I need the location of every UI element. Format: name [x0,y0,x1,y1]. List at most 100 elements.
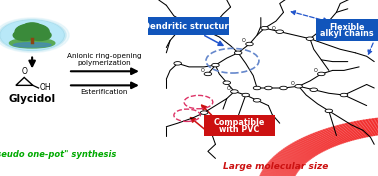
Polygon shape [293,142,321,153]
Polygon shape [284,148,313,158]
Polygon shape [261,173,294,176]
Polygon shape [285,147,314,157]
Polygon shape [291,143,319,154]
Circle shape [15,24,49,40]
Polygon shape [326,128,347,142]
Polygon shape [340,124,358,139]
Polygon shape [266,164,299,171]
Circle shape [0,19,66,51]
Polygon shape [287,146,316,156]
Text: "Pseudo one-pot" synthesis: "Pseudo one-pot" synthesis [0,150,116,159]
Circle shape [306,37,314,40]
Text: alkyl chains: alkyl chains [320,29,373,38]
Polygon shape [299,139,326,151]
Polygon shape [334,126,354,140]
Polygon shape [262,170,296,175]
Polygon shape [277,153,308,162]
Polygon shape [275,155,307,163]
FancyBboxPatch shape [204,115,275,136]
Polygon shape [308,135,333,147]
Polygon shape [363,120,377,135]
Polygon shape [306,136,332,148]
Polygon shape [260,175,293,176]
Text: O: O [197,24,200,29]
Circle shape [242,93,249,97]
Text: O: O [200,68,204,73]
Text: with PVC: with PVC [220,124,260,134]
Polygon shape [289,144,318,155]
Circle shape [185,23,193,26]
FancyBboxPatch shape [148,17,229,35]
Polygon shape [271,158,303,166]
Polygon shape [321,130,343,144]
Circle shape [212,63,219,67]
Circle shape [1,21,63,50]
Polygon shape [272,157,304,165]
Polygon shape [260,174,294,176]
Polygon shape [270,160,302,167]
Polygon shape [354,121,370,137]
Polygon shape [360,120,375,136]
Circle shape [234,51,242,55]
Text: Dendritic structure: Dendritic structure [143,21,235,31]
Circle shape [17,26,36,34]
Polygon shape [357,121,372,136]
Circle shape [265,86,272,90]
Polygon shape [366,119,378,135]
Polygon shape [343,124,361,139]
Text: O: O [272,26,276,31]
Text: O: O [314,68,318,73]
Text: Compatible: Compatible [214,118,265,127]
Circle shape [276,30,284,33]
Polygon shape [313,133,337,146]
Polygon shape [263,168,297,174]
Polygon shape [265,165,298,172]
Text: O: O [242,38,246,43]
Polygon shape [332,127,352,141]
Circle shape [212,21,219,25]
Circle shape [295,84,302,88]
Polygon shape [297,140,324,152]
Polygon shape [316,132,339,145]
Polygon shape [264,167,297,173]
Text: Flexible: Flexible [329,23,364,32]
Ellipse shape [13,43,51,47]
Polygon shape [311,134,335,146]
Circle shape [318,28,325,32]
Circle shape [28,26,47,34]
Polygon shape [318,131,341,144]
Text: O: O [21,67,27,76]
Polygon shape [282,149,312,159]
Polygon shape [302,138,328,150]
Polygon shape [295,141,322,152]
FancyBboxPatch shape [316,19,378,41]
Text: O: O [227,86,231,91]
Polygon shape [370,119,378,134]
Circle shape [340,93,348,97]
Circle shape [280,86,287,90]
Circle shape [0,20,64,50]
Polygon shape [337,125,356,140]
Polygon shape [345,123,363,138]
Polygon shape [329,127,350,142]
Polygon shape [274,156,305,164]
Circle shape [200,28,208,32]
Circle shape [310,88,318,92]
Ellipse shape [9,38,55,48]
Circle shape [231,90,238,93]
Circle shape [261,26,268,30]
Circle shape [325,109,333,113]
Circle shape [318,72,325,76]
Circle shape [253,86,261,90]
Polygon shape [268,161,301,168]
Polygon shape [280,151,310,160]
Text: polymerization: polymerization [77,60,131,66]
Polygon shape [349,122,365,137]
Polygon shape [324,129,345,143]
Polygon shape [304,137,330,149]
Polygon shape [267,163,300,170]
Polygon shape [262,171,295,176]
Text: O: O [291,81,295,86]
Polygon shape [373,119,378,134]
Circle shape [13,30,36,40]
